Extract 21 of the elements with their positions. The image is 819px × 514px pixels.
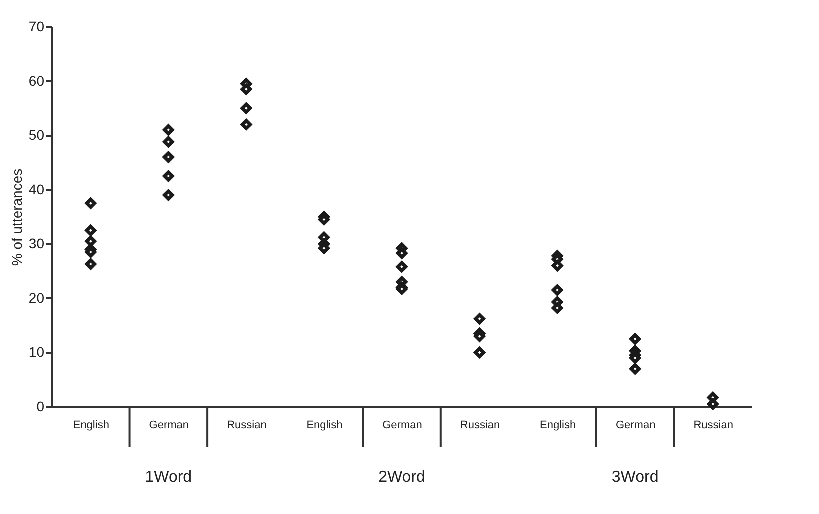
x-tick-label: Russian	[227, 420, 267, 432]
y-tick-label: 20	[28, 290, 45, 306]
y-tick-label: 60	[28, 72, 45, 89]
x-tick-label: Russian	[694, 420, 734, 432]
y-tick-label: 10	[28, 344, 45, 360]
y-tick-label: 0	[36, 398, 45, 414]
y-tick-label: 50	[28, 127, 45, 144]
y-tick-label: 70	[28, 18, 45, 34]
x-tick-label: German	[382, 420, 422, 432]
y-tick-label: 40	[28, 181, 45, 198]
x-tick-label: German	[149, 420, 190, 432]
y-axis-title: % of utterances	[8, 168, 25, 266]
x-tick-label: English	[540, 420, 576, 432]
y-tick-label: 30	[28, 236, 45, 252]
text: 1Word	[145, 469, 192, 486]
x-tick-label: German	[616, 420, 656, 432]
x-tick-label: Russian	[460, 420, 500, 432]
x-tick-label: English	[73, 420, 110, 432]
text: 2Word	[378, 469, 426, 486]
text: 3Word	[612, 469, 659, 486]
x-tick-label: English	[306, 420, 343, 432]
